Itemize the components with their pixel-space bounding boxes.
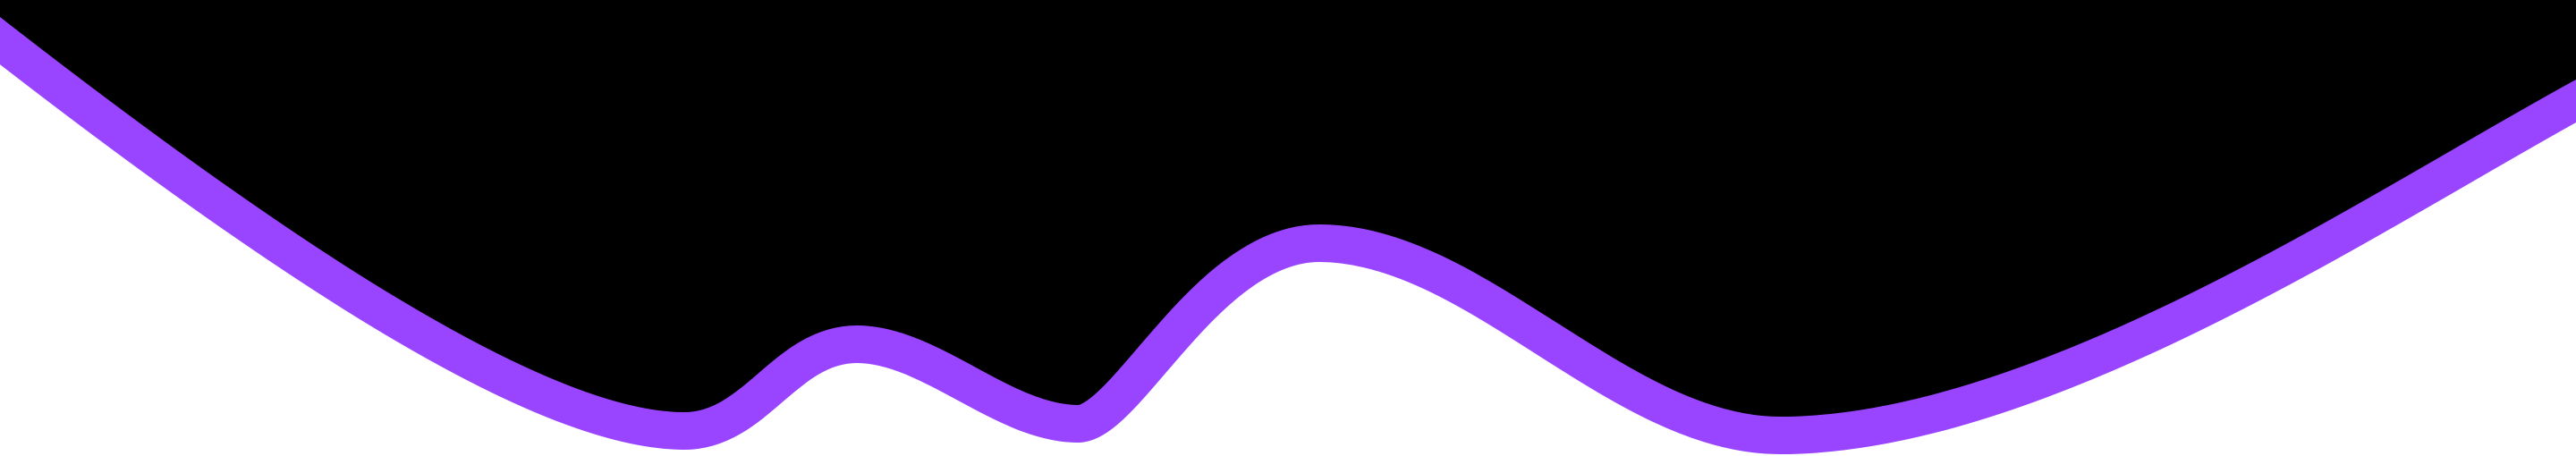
top-black-region — [0, 0, 2576, 435]
purple-wave-stroke — [0, 16, 2576, 455]
